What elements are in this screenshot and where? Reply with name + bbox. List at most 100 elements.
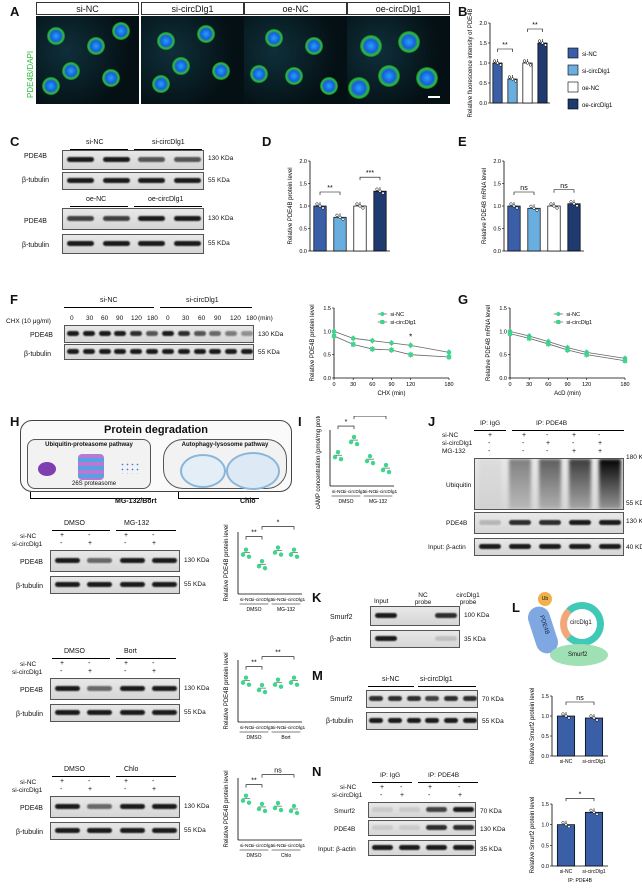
band-2 [406,718,421,723]
sign: - [88,660,91,667]
data-point [529,204,533,208]
data-point [549,202,553,206]
data-point [572,202,576,206]
sign: - [572,440,575,447]
panel-e-chart: 0.0 0.5 1.0 1.5 2.0 Relative PDE4B mRNA level… [482,159,584,255]
data-point [243,793,249,798]
panel-c-label: C [10,134,20,149]
cell-0 [157,32,175,50]
significance-mark: ** [532,22,538,29]
x-tick-label: si-NC [560,759,573,765]
data-point [561,821,565,825]
y-tick-label: 0.0 [493,249,501,255]
c-mw-4: 55 KDa [208,240,230,247]
x-tick-label: si-NC [240,843,253,849]
x-tick-label: si-NC [364,489,377,495]
cell-1 [197,25,215,43]
band-1 [87,804,113,809]
n-lane-input: Input: β-actin [318,846,356,853]
blot-h-pde4b-2 [50,796,180,818]
sign: + [380,784,385,791]
time-10: 120 [230,315,241,322]
sign: - [60,668,63,675]
sign: - [522,448,525,455]
band-2 [426,825,447,830]
sig-bracket [513,191,535,195]
x-group-label: MG-132 [369,499,387,505]
micrograph-1 [141,16,244,104]
band-1 [387,718,403,723]
band-1 [87,710,113,715]
series-line-1 [333,335,450,358]
panel-e-label: E [458,134,467,149]
band-1 [399,825,420,830]
cell-3 [416,67,438,89]
cell-3 [102,69,120,87]
band-1 [102,157,130,162]
micrograph-3 [347,16,450,104]
h-mw-1-0: 130 KDa [184,557,210,564]
h-mw-1-2: 130 KDa [184,803,210,810]
y-axis-label: Relative Smurf2 protein level [530,797,536,874]
data-point [315,202,319,206]
j-ip-igg: IP: IgG [480,420,501,427]
blot-k-actin [370,630,460,648]
significance-mark: ** [251,778,257,785]
legend-label: si-NC [390,312,404,318]
panel-b-label: B [458,4,468,19]
data-point [275,800,281,806]
data-point [528,63,533,67]
band-2 [119,710,145,715]
n-ip-pde4b: IP: PDE4B [428,772,460,779]
y-tick-label: 2.0 [493,159,501,165]
legend-swatch-0 [567,47,579,59]
data-point [278,552,284,557]
y-tick-label: 0.0 [479,101,487,107]
panel-l-chart-2: 0.0 0.5 1.0 1.5 Relative Smurf2 protein leve… [530,791,608,884]
band-0 [374,636,398,641]
sign: - [522,440,525,447]
panel-l-label: L [512,600,520,615]
h-row-tubulin-1: β-tubulin [16,711,43,718]
f-mw-1: 130 KDa [258,331,284,338]
band-0 [67,178,95,183]
panel-a-label: A [10,4,20,19]
panel-g-label: G [458,292,469,307]
band-0 [372,845,393,850]
band-0 [54,710,80,715]
data-point [537,39,542,43]
bar-0 [492,62,503,104]
band-2 [426,807,447,812]
band-2 [119,686,145,691]
blot-n-pde4b [368,820,476,836]
band-8 [193,331,206,336]
band-3 [173,216,201,221]
blot-n-actin [368,840,476,856]
band-6 [161,331,174,336]
x-tick-label: 0 [332,382,335,388]
header-line [116,776,176,777]
legend-marker [380,312,385,316]
n-lane-pde4b: PDE4B [334,826,356,833]
j-input-label: Input: β-actin [428,544,466,551]
data-point [332,455,338,460]
data-point [543,43,548,47]
data-point [552,204,556,208]
band-2 [119,828,145,833]
legend-marker [556,312,561,316]
series-point [370,346,375,352]
micro-header-3: oe-circDlg1 [347,2,450,15]
n-ip-igg: IP: IgG [380,772,401,779]
x-tick-label: 120 [406,382,415,388]
autophagosome-icon [180,454,226,488]
j-mw-130: 130 KDa [626,518,642,525]
significance-mark: * [277,520,280,527]
cell-0 [265,29,283,47]
y-tick-label: 1.5 [541,802,549,808]
data-point [288,808,294,814]
legend-label-3: oe-circDlg1 [582,103,613,109]
y-tick-label: 1.5 [299,182,307,188]
series-point [331,333,337,339]
c-row-tubulin-2: β-tubulin [22,242,49,249]
h-group-sinc-2: si-NC [20,779,37,786]
